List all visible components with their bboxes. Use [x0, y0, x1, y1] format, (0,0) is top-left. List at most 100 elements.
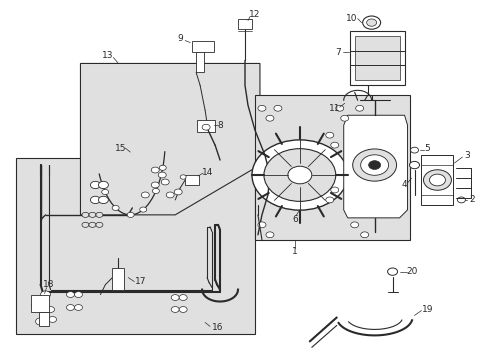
- Text: 15: 15: [115, 144, 126, 153]
- Circle shape: [74, 305, 82, 310]
- Circle shape: [266, 115, 274, 121]
- Circle shape: [127, 212, 134, 217]
- Polygon shape: [80, 63, 260, 215]
- Circle shape: [331, 187, 339, 193]
- Bar: [196, 53, 204, 72]
- Circle shape: [353, 149, 396, 181]
- Bar: [421, 155, 453, 205]
- Circle shape: [341, 115, 349, 121]
- Bar: [197, 120, 215, 132]
- Text: 17: 17: [135, 277, 146, 286]
- Text: 10: 10: [346, 14, 357, 23]
- Circle shape: [159, 165, 166, 170]
- Bar: [30, 294, 49, 312]
- Circle shape: [171, 307, 179, 312]
- Circle shape: [67, 305, 74, 310]
- Bar: [350, 31, 405, 85]
- Circle shape: [49, 316, 56, 323]
- Bar: [185, 175, 199, 185]
- Circle shape: [266, 232, 274, 238]
- Bar: [112, 268, 124, 289]
- Circle shape: [141, 192, 149, 198]
- Circle shape: [202, 124, 210, 130]
- Circle shape: [457, 197, 465, 203]
- Text: 13: 13: [101, 51, 113, 60]
- Circle shape: [161, 179, 169, 185]
- Circle shape: [41, 291, 50, 298]
- Circle shape: [410, 161, 419, 169]
- Text: 1: 1: [292, 247, 298, 256]
- Circle shape: [98, 181, 108, 189]
- Text: 20: 20: [407, 267, 418, 276]
- Circle shape: [258, 222, 266, 228]
- Circle shape: [361, 155, 389, 175]
- Circle shape: [112, 205, 119, 211]
- Circle shape: [252, 140, 348, 210]
- Circle shape: [36, 318, 46, 325]
- Text: 18: 18: [43, 280, 54, 289]
- Circle shape: [96, 222, 103, 228]
- Circle shape: [140, 207, 147, 212]
- Circle shape: [179, 307, 187, 312]
- Bar: [39, 312, 49, 327]
- Circle shape: [423, 170, 451, 190]
- Text: 2: 2: [469, 195, 475, 204]
- Polygon shape: [16, 158, 255, 334]
- Text: 19: 19: [422, 305, 433, 314]
- Circle shape: [82, 222, 89, 228]
- Circle shape: [274, 105, 282, 111]
- Text: 12: 12: [249, 10, 261, 19]
- Circle shape: [326, 132, 334, 138]
- Circle shape: [98, 196, 108, 204]
- Circle shape: [82, 212, 89, 217]
- Text: 3: 3: [465, 150, 470, 159]
- Text: 8: 8: [217, 121, 223, 130]
- Text: 6: 6: [292, 215, 298, 224]
- Circle shape: [363, 16, 381, 29]
- Text: 4: 4: [402, 180, 407, 189]
- Circle shape: [180, 175, 186, 179]
- Circle shape: [367, 19, 377, 26]
- Circle shape: [356, 105, 364, 111]
- Circle shape: [74, 292, 82, 297]
- Circle shape: [351, 222, 359, 228]
- Circle shape: [288, 166, 312, 184]
- Circle shape: [89, 222, 96, 228]
- Text: 7: 7: [335, 48, 341, 57]
- Circle shape: [91, 181, 100, 189]
- Bar: [192, 41, 214, 53]
- Circle shape: [102, 189, 109, 194]
- Bar: [355, 36, 399, 80]
- Circle shape: [361, 232, 368, 238]
- Text: 11: 11: [329, 104, 341, 113]
- Bar: [238, 19, 252, 28]
- Polygon shape: [343, 115, 408, 218]
- Circle shape: [411, 147, 418, 153]
- Circle shape: [67, 292, 74, 297]
- Circle shape: [158, 172, 166, 178]
- Text: 16: 16: [212, 323, 224, 332]
- Circle shape: [47, 307, 54, 312]
- Circle shape: [32, 302, 40, 307]
- Text: 14: 14: [202, 167, 214, 176]
- Circle shape: [258, 105, 266, 111]
- Circle shape: [89, 212, 96, 217]
- Circle shape: [151, 167, 159, 173]
- Circle shape: [174, 189, 182, 195]
- Polygon shape: [255, 95, 410, 240]
- Text: 9: 9: [177, 34, 183, 43]
- Circle shape: [326, 197, 334, 203]
- Circle shape: [388, 268, 397, 275]
- Circle shape: [152, 188, 159, 194]
- Circle shape: [336, 105, 343, 111]
- Circle shape: [368, 161, 381, 170]
- Text: 5: 5: [425, 144, 430, 153]
- Circle shape: [331, 142, 339, 148]
- Circle shape: [166, 192, 174, 198]
- Circle shape: [151, 182, 159, 188]
- Circle shape: [429, 174, 445, 186]
- Circle shape: [264, 149, 336, 201]
- Circle shape: [171, 294, 179, 301]
- Circle shape: [91, 196, 100, 204]
- Circle shape: [179, 294, 187, 301]
